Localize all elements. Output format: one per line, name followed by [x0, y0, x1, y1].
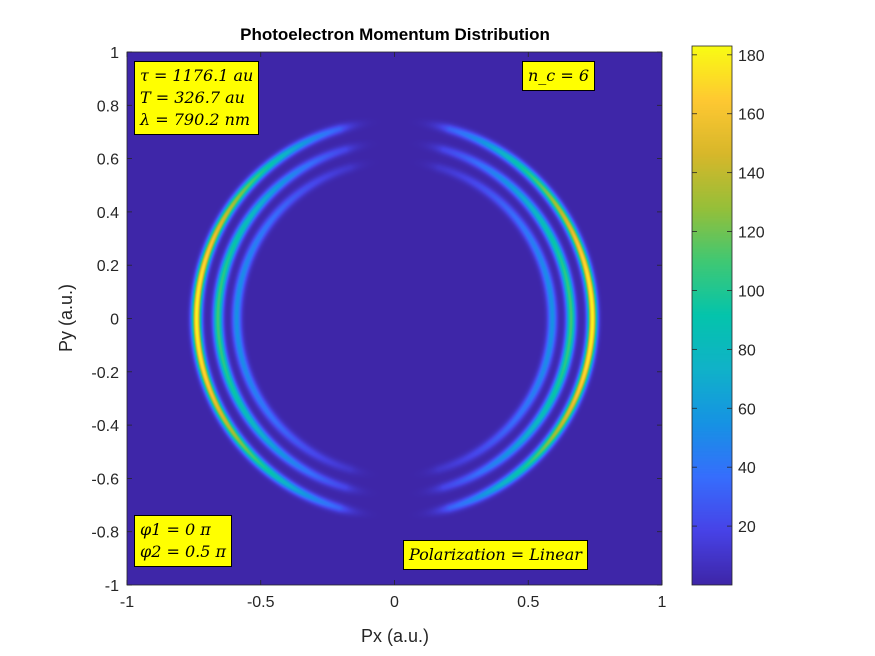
- cycles-value: n_c = 6: [528, 66, 590, 85]
- wavelength-value: λ = 790.2 nm: [140, 110, 251, 129]
- y-tick-label: 0.6: [97, 152, 119, 169]
- y-tick-label: -1: [105, 578, 119, 595]
- colorbar: 20 40 60 80 100 120 140 160 180: [691, 45, 765, 586]
- chart-title: Photoelectron Momentum Distribution: [240, 25, 550, 44]
- period-value: T = 326.7 au: [140, 88, 245, 107]
- colorbar-gradient: [692, 46, 732, 585]
- tau-value: τ = 1176.1 au: [140, 66, 254, 85]
- polarization-annotation: Polarization = Linear: [403, 540, 588, 570]
- cycles-annotation: n_c = 6: [522, 61, 596, 91]
- phi2-value: φ2 = 0.5 π: [140, 542, 227, 561]
- x-tick-label: 1: [658, 594, 667, 611]
- y-tick-label: 0.8: [97, 98, 119, 115]
- y-tick-label: -0.6: [91, 471, 119, 488]
- colorbar-tick-label: 40: [738, 460, 756, 477]
- phases-annotation: φ1 = 0 π φ2 = 0.5 π: [134, 515, 233, 567]
- colorbar-tick-label: 160: [738, 107, 765, 124]
- y-tick-label: -0.2: [91, 365, 119, 382]
- y-axis-label: Py (a.u.): [56, 284, 76, 352]
- colorbar-tick-label: 180: [738, 48, 765, 65]
- phi1-value: φ1 = 0 π: [140, 520, 211, 539]
- x-tick-label: -0.5: [247, 594, 275, 611]
- x-axis-label: Px (a.u.): [361, 626, 429, 646]
- y-tick-label: 0.2: [97, 258, 119, 275]
- y-tick-label: -0.4: [91, 418, 119, 435]
- x-tick-label: -1: [120, 594, 134, 611]
- colorbar-tick-label: 120: [738, 225, 765, 242]
- y-tick-label: 1: [110, 45, 119, 62]
- heatmap-image: [127, 52, 662, 585]
- pulse-params-annotation: τ = 1176.1 au T = 326.7 au λ = 790.2 nm: [134, 61, 260, 135]
- colorbar-frame: [691, 45, 733, 586]
- polarization-value: Polarization = Linear: [409, 545, 582, 564]
- y-tick-label: 0.4: [97, 205, 119, 222]
- plot-area: [126, 51, 663, 586]
- colorbar-tick-label: 80: [738, 342, 756, 359]
- y-tick-label: 0: [110, 312, 119, 329]
- colorbar-ticks: 20 40 60 80 100 120 140 160 180: [692, 48, 765, 536]
- y-axis: 1 0.8 0.6 0.4 0.2 0 -0.2 -0.4 -0.6 -0.8 -1: [91, 45, 662, 595]
- colorbar-tick-label: 140: [738, 166, 765, 183]
- y-tick-label: -0.8: [91, 525, 119, 542]
- x-tick-label: 0: [390, 594, 399, 611]
- colorbar-tick-label: 60: [738, 401, 756, 418]
- colorbar-tick-label: 20: [738, 519, 756, 536]
- x-axis: -1 -0.5 0 0.5 1: [120, 52, 667, 611]
- colorbar-tick-label: 100: [738, 283, 765, 300]
- x-tick-label: 0.5: [517, 594, 539, 611]
